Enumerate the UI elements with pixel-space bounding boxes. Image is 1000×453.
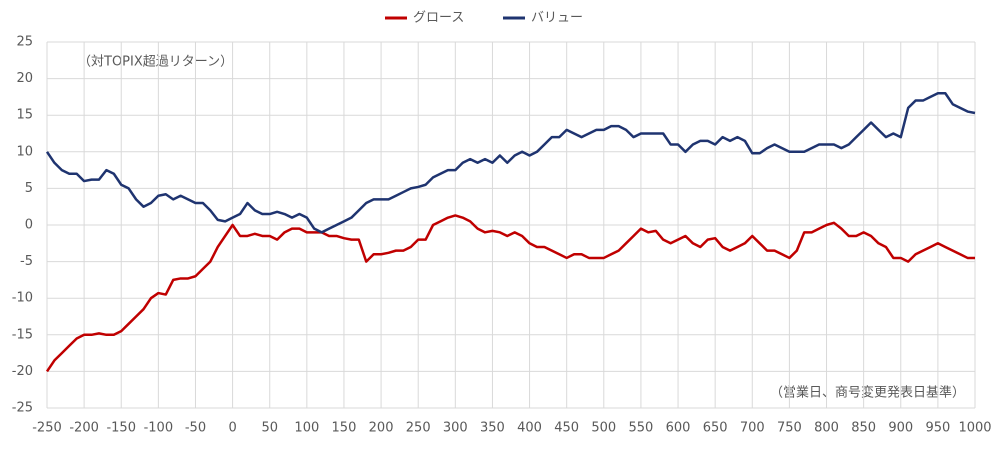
x-tick-label: 500 <box>591 421 616 436</box>
x-tick-label: 900 <box>888 421 913 436</box>
x-tick-label: 600 <box>666 421 691 436</box>
x-tick-label: 400 <box>517 421 542 436</box>
x-tick-label: 0 <box>228 421 236 436</box>
x-tick-label: 700 <box>740 421 765 436</box>
x-tick-label: 450 <box>554 421 579 436</box>
legend-label: グロース <box>413 11 464 26</box>
x-tick-label: 250 <box>406 421 431 436</box>
x-tick-label: -50 <box>185 421 206 436</box>
x-tick-label: -250 <box>32 421 62 436</box>
x-tick-label: 350 <box>480 421 505 436</box>
x-tick-label: 200 <box>369 421 394 436</box>
y-tick-label: 25 <box>16 35 33 50</box>
y-tick-label: -25 <box>12 401 33 416</box>
y-tick-label: -20 <box>12 364 33 379</box>
x-tick-label: 850 <box>851 421 876 436</box>
y-tick-label: -10 <box>12 291 33 306</box>
y-tick-label: 5 <box>25 181 33 196</box>
y-tick-label: -5 <box>20 254 33 269</box>
x-tick-label: 1000 <box>958 421 991 436</box>
x-tick-label: -200 <box>69 421 99 436</box>
x-tick-label: -150 <box>106 421 136 436</box>
legend-label: バリュー <box>531 11 583 26</box>
x-tick-label: -100 <box>144 421 174 436</box>
y-tick-label: 10 <box>16 144 33 159</box>
x-tick-label: 100 <box>294 421 319 436</box>
y-tick-label: 20 <box>16 71 33 86</box>
x-tick-label: 50 <box>261 421 278 436</box>
series-line <box>45 214 975 373</box>
x-tick-label: 800 <box>814 421 839 436</box>
x-tick-label: 300 <box>443 421 468 436</box>
annotation: （営業日、商号変更発表日基準） <box>770 385 965 401</box>
y-tick-label: -15 <box>12 327 33 342</box>
x-tick-label: 150 <box>332 421 357 436</box>
x-tick-label: 550 <box>629 421 654 436</box>
annotation: （対TOPIX超過リターン） <box>78 55 233 70</box>
x-tick-label: 650 <box>703 421 728 436</box>
y-tick-label: 0 <box>25 218 33 233</box>
y-tick-label: 15 <box>16 108 33 123</box>
x-tick-label: 750 <box>777 421 802 436</box>
x-tick-label: 950 <box>925 421 950 436</box>
series-line <box>45 91 976 234</box>
